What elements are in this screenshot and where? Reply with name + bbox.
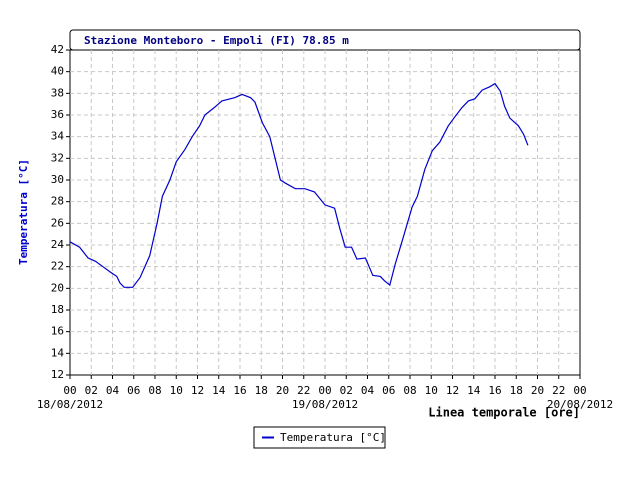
x-tick-label: 00 bbox=[318, 384, 331, 397]
x-tick-label: 10 bbox=[425, 384, 438, 397]
y-tick-label: 34 bbox=[51, 130, 65, 143]
y-tick-label: 30 bbox=[51, 173, 64, 186]
y-tick-label: 24 bbox=[51, 238, 65, 251]
x-tick-label: 02 bbox=[340, 384, 353, 397]
y-tick-label: 16 bbox=[51, 325, 64, 338]
chart-title: Stazione Monteboro - Empoli (FI) 78.85 m bbox=[84, 34, 349, 47]
legend-box bbox=[253, 426, 386, 449]
x-tick-label: 12 bbox=[446, 384, 459, 397]
y-tick-label: 12 bbox=[51, 368, 64, 381]
x-tick-label: 04 bbox=[106, 384, 120, 397]
x-tick-label: 06 bbox=[127, 384, 140, 397]
x-tick-label: 08 bbox=[148, 384, 161, 397]
x-tick-label: 08 bbox=[403, 384, 416, 397]
y-tick-label: 42 bbox=[51, 43, 64, 56]
x-tick-label: 14 bbox=[467, 384, 481, 397]
y-tick-label: 36 bbox=[51, 108, 64, 121]
date-label: 18/08/2012 bbox=[37, 398, 103, 411]
data-line bbox=[69, 82, 529, 288]
x-axis-label: Linea temporale [ore] bbox=[428, 406, 580, 420]
y-tick-label: 28 bbox=[51, 195, 64, 208]
x-tick-label: 18 bbox=[510, 384, 523, 397]
y-axis-label: Temperatura [°C] bbox=[17, 159, 30, 265]
x-tick-label: 10 bbox=[170, 384, 183, 397]
y-tick-label: 18 bbox=[51, 303, 64, 316]
y-tick-label: 40 bbox=[51, 65, 64, 78]
y-tick-label: 38 bbox=[51, 86, 64, 99]
x-tick-label: 02 bbox=[85, 384, 98, 397]
date-label: 20/08/2012 bbox=[547, 398, 613, 411]
x-tick-label: 18 bbox=[255, 384, 268, 397]
x-tick-label: 00 bbox=[573, 384, 586, 397]
x-tick-label: 04 bbox=[361, 384, 375, 397]
y-tick-label: 20 bbox=[51, 281, 64, 294]
x-tick-label: 20 bbox=[531, 384, 544, 397]
y-tick-label: 22 bbox=[51, 260, 64, 273]
x-tick-label: 22 bbox=[552, 384, 565, 397]
x-tick-label: 14 bbox=[212, 384, 226, 397]
y-tick-label: 32 bbox=[51, 151, 64, 164]
x-tick-label: 22 bbox=[297, 384, 310, 397]
x-tick-label: 16 bbox=[488, 384, 501, 397]
x-tick-label: 12 bbox=[191, 384, 204, 397]
date-label: 19/08/2012 bbox=[292, 398, 358, 411]
x-tick-label: 20 bbox=[276, 384, 289, 397]
x-tick-label: 06 bbox=[382, 384, 395, 397]
x-tick-label: 00 bbox=[63, 384, 76, 397]
x-tick-label: 16 bbox=[233, 384, 246, 397]
y-tick-label: 26 bbox=[51, 216, 64, 229]
legend-label: Temperatura [°C] bbox=[280, 431, 386, 444]
y-tick-label: 14 bbox=[51, 346, 65, 359]
